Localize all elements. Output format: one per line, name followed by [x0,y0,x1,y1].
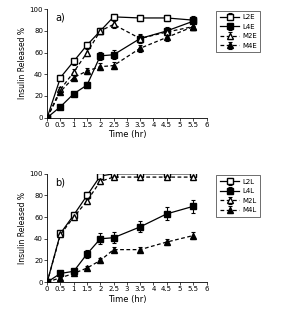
X-axis label: Time (hr): Time (hr) [108,295,146,304]
Y-axis label: Insulin Released %: Insulin Released % [18,192,27,264]
Text: a): a) [55,12,65,23]
Text: b): b) [55,177,65,187]
Legend: L2L, L4L, M2L, M4L: L2L, L4L, M2L, M4L [216,175,260,217]
Y-axis label: Insulin Released %: Insulin Released % [18,27,27,100]
Legend: L2E, L4E, M2E, M4E: L2E, L4E, M2E, M4E [216,11,260,52]
X-axis label: Time (hr): Time (hr) [108,131,146,140]
